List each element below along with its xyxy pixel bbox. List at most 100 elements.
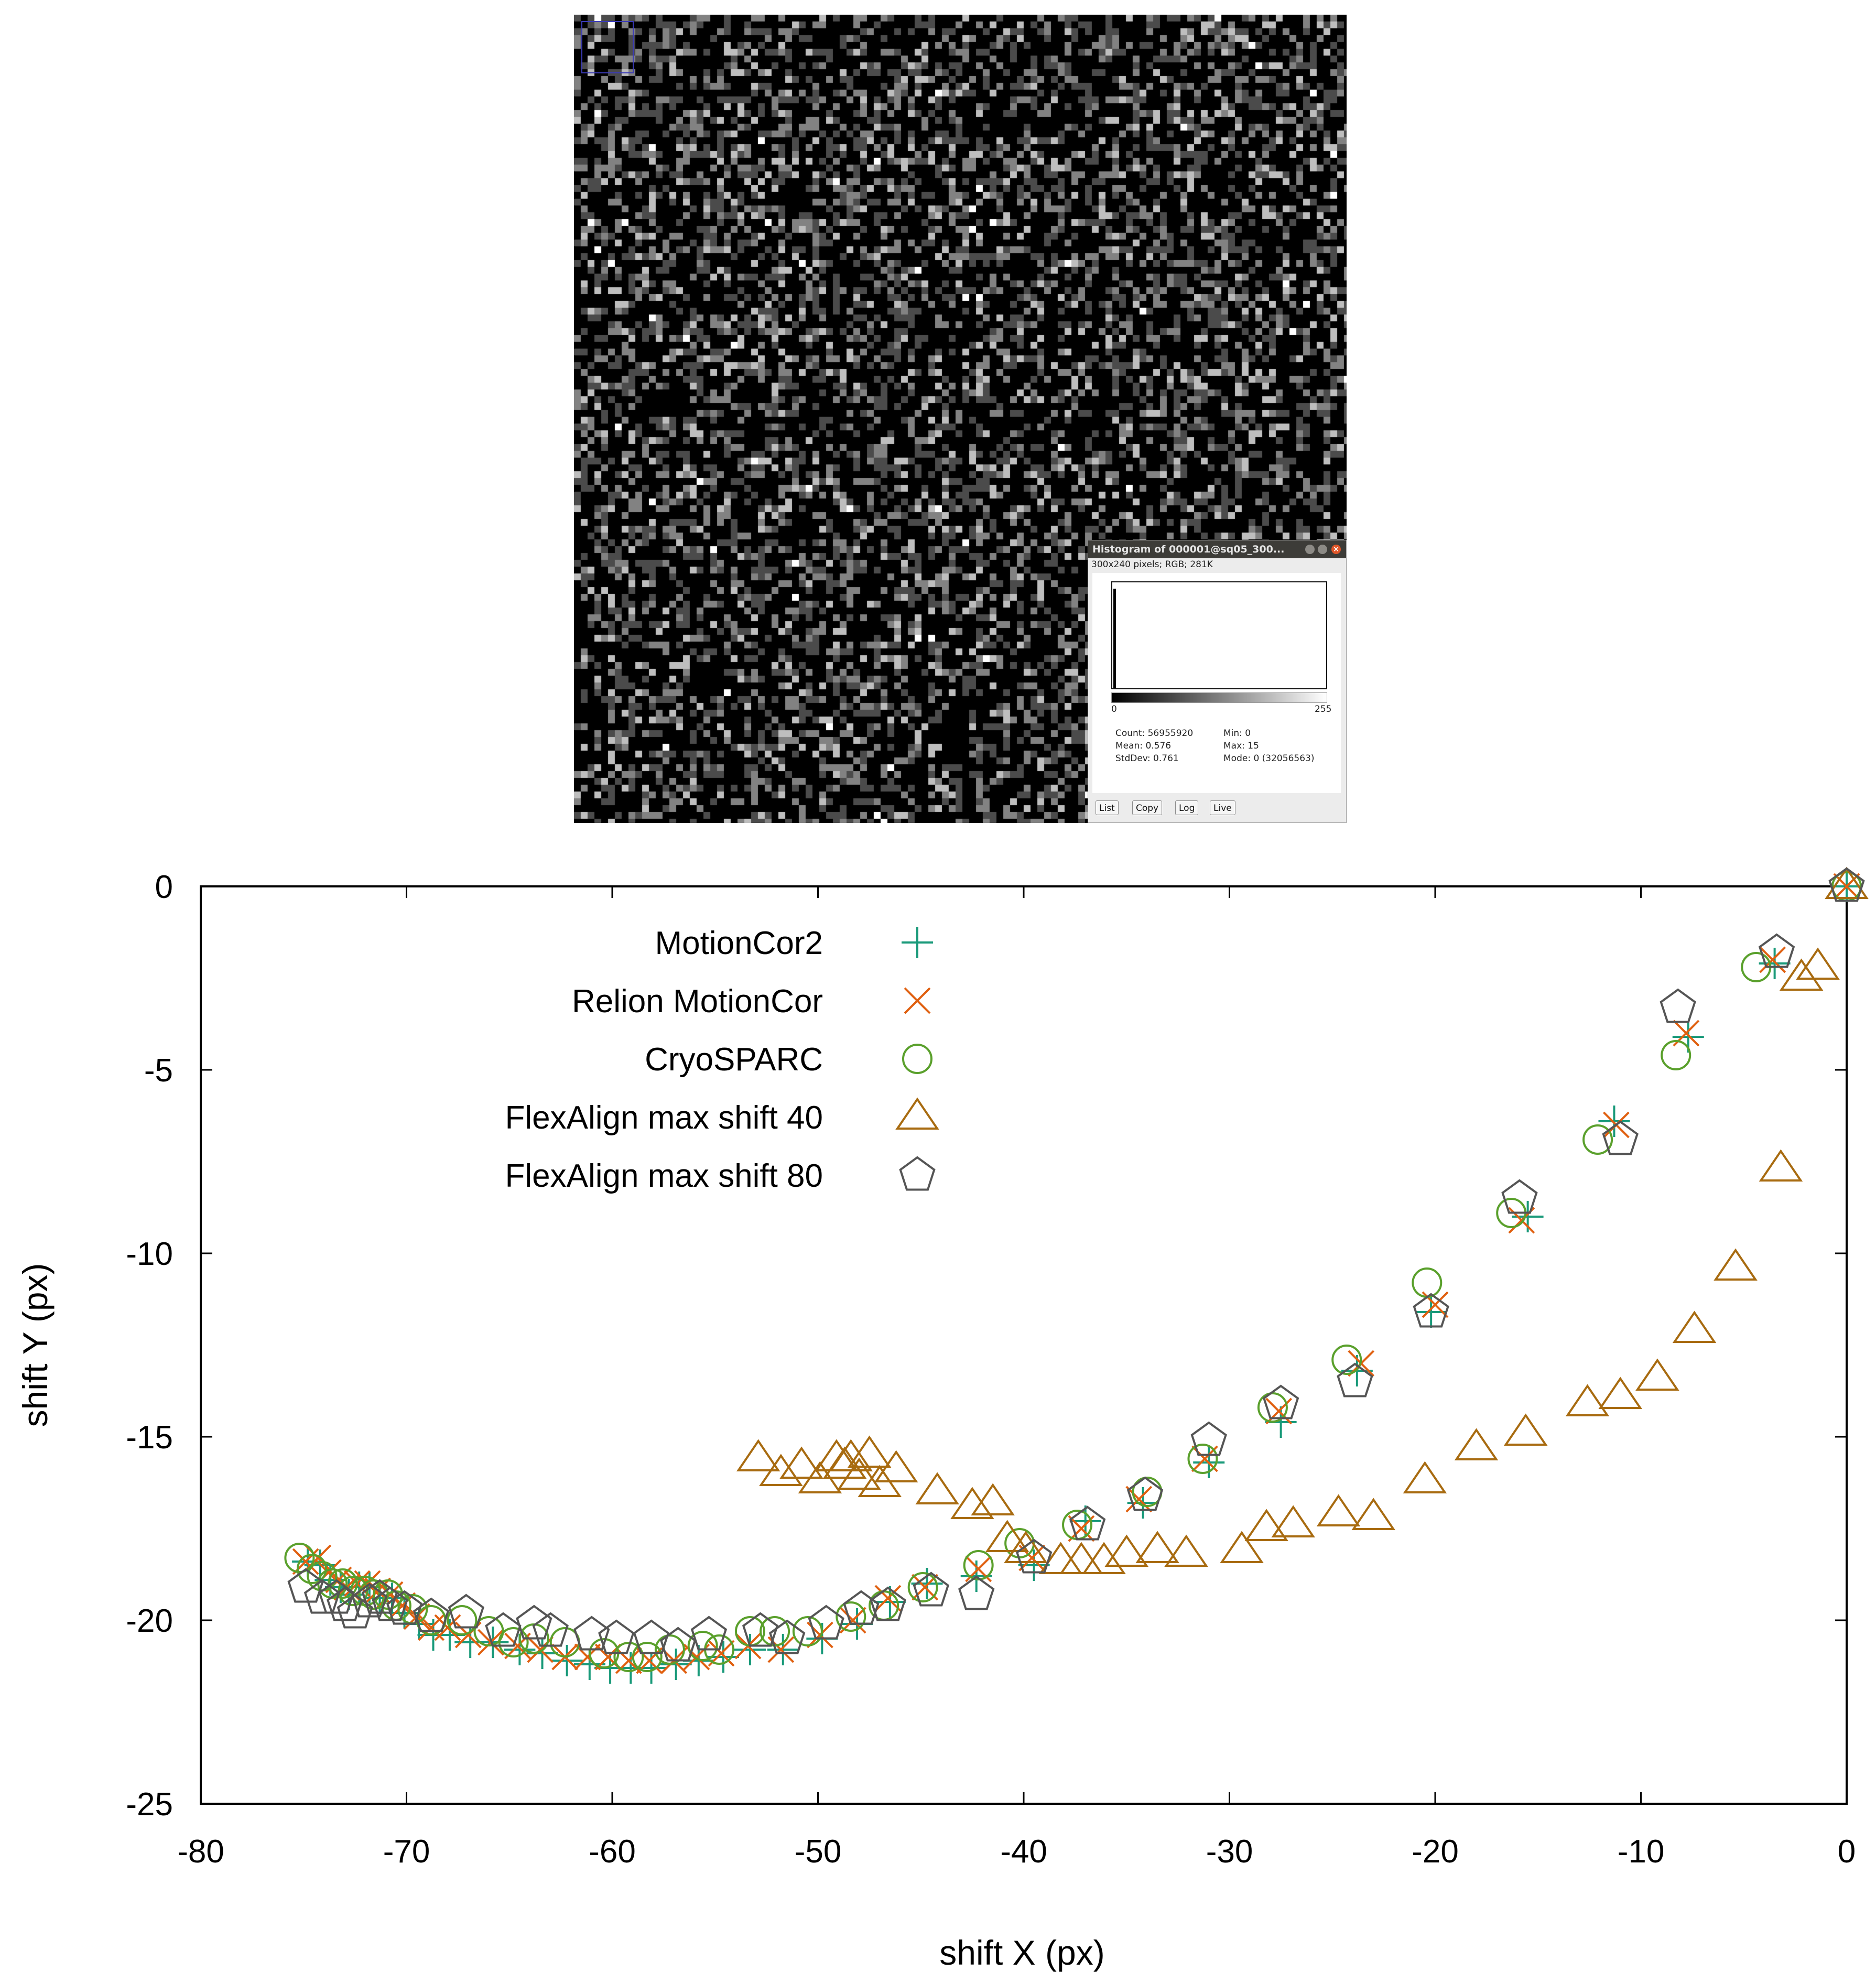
legend-label: FlexAlign max shift 80 — [505, 1158, 823, 1194]
triangle-point — [1454, 1428, 1499, 1460]
circle-point — [687, 1631, 718, 1661]
x-tick-label: -10 — [1618, 1834, 1665, 1870]
legend-cross-marker — [904, 987, 931, 1014]
pentagon-point — [768, 1619, 806, 1654]
minimize-icon[interactable] — [1305, 545, 1315, 554]
histogram-panel: 0 255 Count: 56955920 Mean: 0.576 StdDev… — [1092, 573, 1341, 793]
pentagon-point — [1660, 988, 1696, 1023]
triangle-point — [1220, 1531, 1264, 1563]
triangle-point — [1104, 1534, 1149, 1567]
plus-point — [1598, 1106, 1630, 1137]
legend-label: Relion MotionCor — [572, 983, 823, 1020]
histogram-axis-min: 0 — [1111, 704, 1117, 714]
pentagon-point — [532, 1612, 569, 1647]
triangle-point — [915, 1472, 959, 1504]
x-tick-label: -40 — [1000, 1834, 1047, 1870]
circle-point — [447, 1605, 478, 1635]
circle-point — [963, 1550, 994, 1580]
histogram-mean: Mean: 0.576 — [1115, 741, 1172, 751]
cross-point — [1759, 946, 1786, 973]
circle-point — [654, 1634, 685, 1665]
histogram-axis-max: 255 — [1315, 704, 1332, 714]
pentagon-point — [386, 1590, 423, 1625]
triangle-point — [1059, 1542, 1103, 1574]
pentagon-point — [303, 1579, 341, 1614]
x-tick-label: -30 — [1206, 1834, 1253, 1870]
circle-point — [613, 1642, 644, 1672]
triangle-point — [822, 1446, 867, 1479]
legend-triangle-marker — [895, 1097, 939, 1130]
pentagon-point — [958, 1575, 995, 1610]
legend-label: FlexAlign max shift 40 — [505, 1100, 823, 1136]
histogram-bar — [1113, 589, 1116, 688]
pentagon-point — [1337, 1362, 1373, 1397]
cross-point — [1833, 873, 1860, 900]
triangle-point — [1825, 866, 1869, 899]
circle-point — [632, 1642, 663, 1672]
cross-point — [1018, 1544, 1046, 1572]
triangle-point — [971, 1483, 1015, 1515]
pentagon-point — [318, 1579, 355, 1614]
triangle-point — [985, 1520, 1029, 1552]
pentagon-point — [913, 1572, 950, 1607]
pentagon-point — [516, 1605, 552, 1640]
plus-point — [1759, 948, 1791, 979]
copy-button[interactable]: Copy — [1132, 800, 1163, 815]
pentagon-point — [1262, 1384, 1299, 1419]
histogram-max: Max: 15 — [1223, 741, 1259, 751]
y-tick-label: -15 — [126, 1419, 173, 1456]
legend-plus-marker — [902, 927, 933, 958]
x-axis-label: shift X (px) — [939, 1933, 1104, 1972]
series-triangle — [736, 866, 1869, 1574]
legend-pentagon-marker — [899, 1156, 936, 1191]
pentagon-point — [327, 1586, 363, 1621]
histogram-window: Histogram of 000001@sq05_300... × 300x24… — [1088, 540, 1347, 823]
circle-point — [792, 1616, 823, 1646]
pentagon-point — [742, 1612, 779, 1647]
maximize-icon[interactable] — [1318, 545, 1327, 554]
histogram-titlebar[interactable]: Histogram of 000001@sq05_300... × — [1088, 540, 1346, 558]
series-cross — [292, 873, 1860, 1674]
log-button[interactable]: Log — [1175, 800, 1199, 815]
pentagon-point — [413, 1597, 450, 1632]
close-icon[interactable]: × — [1331, 545, 1341, 554]
histogram-title: Histogram of 000001@sq05_300... — [1092, 544, 1285, 555]
triangle-point — [847, 1435, 892, 1468]
live-button[interactable]: Live — [1210, 800, 1235, 815]
pentagon-point — [1501, 1179, 1538, 1214]
y-tick-label: -10 — [126, 1236, 173, 1272]
pentagon-point — [1828, 867, 1865, 902]
legend-label: CryoSPARC — [645, 1042, 823, 1078]
histogram-min: Min: 0 — [1223, 728, 1251, 739]
histogram-count: Count: 56955920 — [1115, 728, 1194, 739]
pentagon-point — [1015, 1538, 1053, 1574]
tick-labels: -80 -70 -60 -50 -40 -30 -20 -10 0 0 -5 -10 -15 -20 -25 — [126, 869, 1856, 1870]
plus-point — [551, 1645, 583, 1676]
circle-point — [1257, 1392, 1288, 1423]
y-tick-label: 0 — [155, 869, 173, 905]
shift-scatter-chart: -80 -70 -60 -50 -40 -30 -20 -10 0 0 -5 -10 -15 -20 -25… — [16, 866, 1869, 1972]
circle-point — [498, 1627, 529, 1657]
triangle-point — [736, 1439, 780, 1471]
list-button[interactable]: List — [1096, 800, 1119, 815]
triangle-point — [1135, 1531, 1179, 1563]
circle-point — [473, 1616, 504, 1646]
triangle-point — [1244, 1509, 1288, 1541]
circle-point — [907, 1572, 938, 1602]
plus-point — [734, 1634, 766, 1665]
legend-circle-marker — [902, 1044, 932, 1074]
micrograph-image: Histogram of 000001@sq05_300... × 300x24… — [574, 15, 1347, 823]
pentagon-point — [1190, 1421, 1227, 1456]
series-plus — [292, 871, 1862, 1684]
pentagon-point — [633, 1619, 670, 1654]
triangle-point — [1714, 1248, 1758, 1281]
triangle-point — [1779, 958, 1824, 991]
pentagon-point — [1126, 1476, 1164, 1511]
circle-point — [296, 1554, 327, 1584]
triangle-point — [1672, 1310, 1717, 1343]
triangle-point — [1038, 1542, 1083, 1574]
triangle-point — [858, 1465, 902, 1497]
roi-selection-box[interactable] — [581, 21, 634, 73]
plot-frame — [200, 885, 1848, 1805]
triangle-point — [1164, 1534, 1208, 1567]
